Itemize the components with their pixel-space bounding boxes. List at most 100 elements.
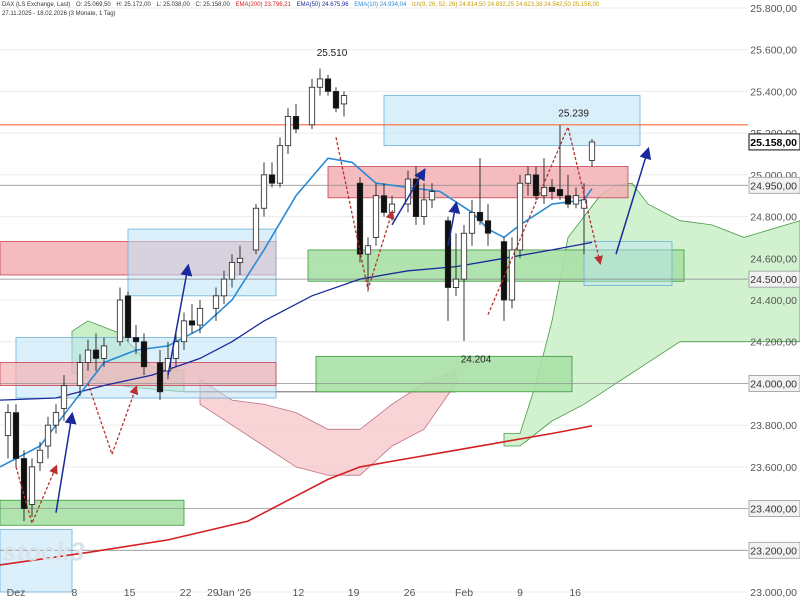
- candle-body: [428, 191, 436, 201]
- low-value: L: 25.038,00: [156, 2, 190, 8]
- x-tick-label: Jan '26: [218, 587, 252, 599]
- candle-body: [564, 195, 572, 205]
- candle-up: [452, 233, 460, 296]
- zigzag-path: [335, 137, 395, 293]
- price-badge: [748, 500, 800, 517]
- candle-down: [292, 103, 300, 134]
- ema50-legend: EMA(50) 24.675,96: [296, 2, 349, 8]
- x-tick-label: 22: [180, 587, 192, 599]
- y-tick-label: 25.400,00: [750, 86, 797, 98]
- candle-body: [372, 195, 380, 238]
- signal-arrow: [55, 411, 77, 513]
- candle-body: [572, 195, 580, 205]
- candle-down: [484, 204, 492, 246]
- date-range-label: 27.11.2025 - 18.02.2026 (3 Monate, 1 Tag…: [2, 11, 116, 17]
- candle-up: [340, 91, 348, 117]
- symbol-label: DAX (LS Exchange, Last): [2, 2, 71, 8]
- candle-down: [324, 74, 332, 96]
- candle-up: [116, 287, 124, 346]
- candle-down: [92, 333, 100, 371]
- candle-down: [380, 183, 388, 217]
- candle-up: [428, 183, 436, 209]
- candle-up: [460, 224, 468, 341]
- candle-body: [44, 424, 52, 447]
- zone-boxes: [0, 95, 685, 593]
- candle-body: [380, 195, 388, 213]
- candle-up: [260, 162, 268, 217]
- candle-up: [364, 237, 372, 292]
- candle-body: [156, 362, 164, 393]
- signal-arrow: [447, 201, 461, 246]
- candle-up: [588, 138, 596, 167]
- candle-body: [188, 320, 196, 326]
- chart-header: DAX (LS Exchange, Last) O: 25.069,50 H: …: [2, 1, 603, 19]
- candle-body: [292, 116, 300, 130]
- annotation-labels: 25.510 25.239 24.204 stock3: [2, 48, 589, 567]
- x-tick-label: Feb: [455, 587, 473, 599]
- ema200-legend: EMA(200) 23.796,21: [235, 2, 291, 8]
- candle-body: [460, 232, 468, 280]
- ema10-legend: EMA(10) 24.934,04: [354, 2, 407, 8]
- y-tick-label: 24.600,00: [750, 253, 797, 265]
- y-tick-label: 25.800,00: [750, 3, 797, 15]
- candle-body: [228, 262, 236, 280]
- x-tick-label: 16: [569, 587, 581, 599]
- candle-body: [332, 91, 340, 109]
- candle-down: [124, 291, 132, 342]
- candle-body: [180, 320, 188, 343]
- candle-body: [12, 412, 20, 459]
- signal-arrow: [167, 263, 193, 376]
- y-tick-label: 23.600,00: [750, 462, 797, 474]
- candle-body: [324, 78, 332, 92]
- y-tick-label: 25.600,00: [750, 45, 797, 57]
- resistance-zone-low: [0, 362, 277, 386]
- candle-down: [156, 350, 164, 401]
- ema10-line: [0, 157, 593, 468]
- blue-zone-mid: [127, 228, 277, 297]
- price-badge-label: 24.500,00: [750, 274, 797, 286]
- high-label: 25.510: [317, 48, 348, 59]
- resistance-zone-feb: [327, 166, 629, 199]
- candle-up: [76, 354, 84, 396]
- candle-up: [236, 245, 244, 275]
- horizontal-levels: [0, 124, 748, 551]
- blue-zone-top: [383, 95, 641, 147]
- candle-body: [524, 174, 532, 184]
- price-badge: [748, 375, 800, 392]
- x-tick-label: 26: [404, 587, 416, 599]
- candle-down: [268, 162, 276, 188]
- y-tick-label: 24.400,00: [750, 295, 797, 307]
- price-badge: [748, 176, 800, 194]
- candle-up: [44, 416, 52, 459]
- candle-body: [420, 199, 428, 217]
- candle-up: [524, 166, 532, 196]
- ema50-line: [0, 241, 593, 401]
- candle-up: [60, 375, 68, 421]
- x-tick-label: 19: [348, 587, 360, 599]
- candle-body: [116, 299, 124, 343]
- candle-body: [132, 337, 140, 343]
- candle-up: [572, 187, 580, 209]
- candle-up: [372, 183, 380, 246]
- x-tick-label: 12: [293, 587, 305, 599]
- ichimoku-legend: Ich(9, 26, 52, 26) 24.814,50 24.832,25 2…: [411, 2, 600, 8]
- candle-up: [516, 174, 524, 259]
- low-label: 24.204: [461, 355, 492, 366]
- candle-up: [228, 254, 236, 288]
- price-axis: 25.800,0025.600,0025.400,0025.200,0025.0…: [748, 3, 800, 599]
- candle-body: [196, 307, 204, 326]
- y-tick-label: 24.800,00: [750, 212, 797, 224]
- candle-up: [284, 108, 292, 154]
- x-tick-label: Dez: [7, 587, 26, 599]
- price-badge-label: 25.158,00: [750, 137, 797, 149]
- candle-body: [164, 357, 172, 372]
- candle-body: [60, 385, 68, 409]
- candle-up: [308, 78, 316, 129]
- candle-body: [308, 86, 316, 126]
- candle-body: [508, 249, 516, 301]
- close-value: C: 25.158,00: [195, 2, 230, 8]
- x-tick-label: 8: [71, 587, 77, 599]
- candle-body: [532, 174, 540, 197]
- candle-down: [140, 333, 148, 376]
